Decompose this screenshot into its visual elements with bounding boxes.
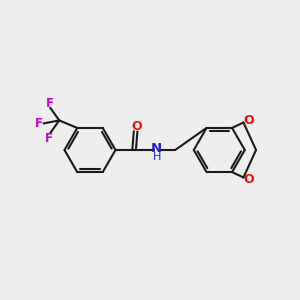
- Text: F: F: [46, 97, 54, 110]
- Text: H: H: [152, 152, 161, 162]
- Text: O: O: [243, 114, 254, 127]
- Text: F: F: [35, 117, 43, 130]
- Text: O: O: [131, 119, 142, 133]
- Text: F: F: [45, 132, 53, 145]
- Text: O: O: [243, 173, 254, 186]
- Text: N: N: [151, 142, 162, 155]
